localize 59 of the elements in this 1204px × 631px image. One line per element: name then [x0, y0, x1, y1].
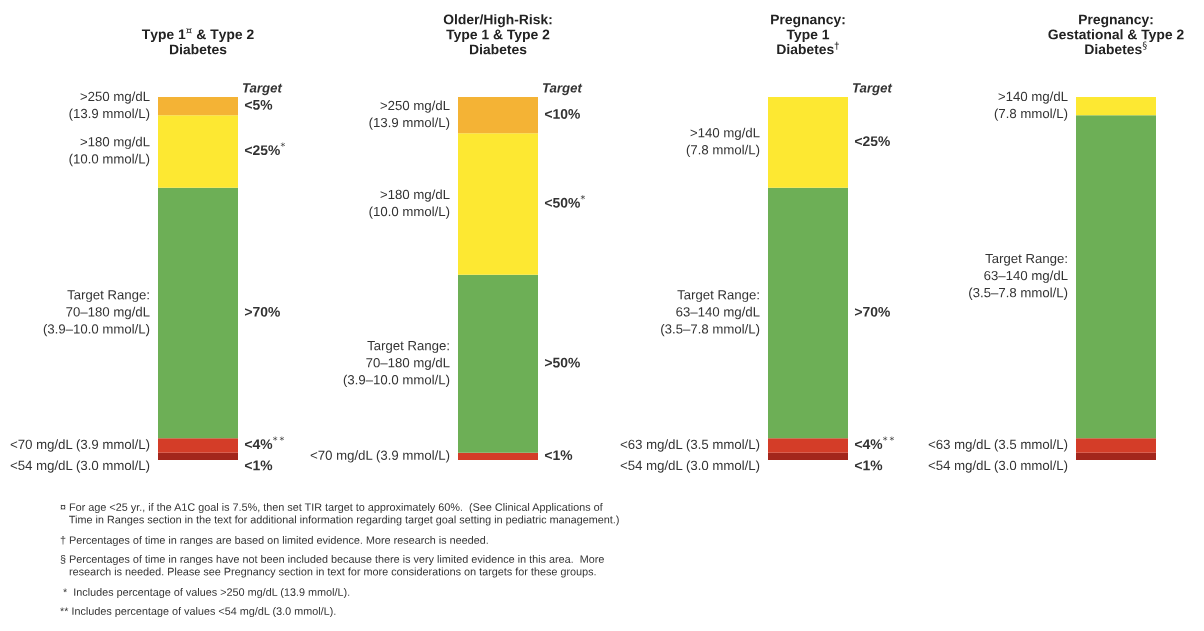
bar [158, 97, 238, 116]
text: >50% [544, 357, 580, 368]
series-label: <54 mg/dL (3.0 mmol/L) [10, 460, 150, 473]
text: <4%$^{**}$ [244, 436, 285, 450]
text: <1% [544, 450, 573, 461]
chart-title: Type 1$^{¤}$ & Type 2 Diabetes [141, 28, 254, 55]
series-label: Target Range: 70–180 mg/dL (3.9–10.0 mmol/L) [343, 341, 450, 388]
text: * Includes percentage of values >250 mg/dL (13.9 mmol/L). [63, 588, 350, 599]
text: <1% [244, 460, 273, 471]
chart-title: Older/High-Risk: Type 1 & Type 2 Diabetes [443, 14, 552, 55]
text: † Percentages of time in ranges are based on limited evidence. More research is needed. [60, 536, 488, 547]
bar [1076, 452, 1156, 460]
text: <1% [854, 460, 883, 471]
series-label: >180 mg/dL (10.0 mmol/L) [69, 136, 150, 167]
series-label: >180 mg/dL (10.0 mmol/L) [369, 189, 450, 219]
series-label: <70 mg/dL (3.9 mmol/L) [310, 450, 450, 463]
text: <25% [854, 136, 890, 147]
series-label: >140 mg/dL (7.8 mmol/L) [686, 127, 760, 158]
series-label: Target Range: 63–140 mg/dL (3.5–7.8 mmol/L) [969, 253, 1068, 300]
series-label: >250 mg/dL (13.9 mmol/L) [69, 91, 150, 121]
bar [768, 452, 848, 460]
bar [158, 438, 238, 453]
series-label: Target Range: 63–140 mg/dL (3.5–7.8 mmol/L) [661, 290, 760, 337]
bar [458, 452, 538, 460]
series-label: <54 mg/dL (3.0 mmol/L) [928, 460, 1068, 473]
text: § Percentages of time in ranges have not been included because there is very limited evidence in this area. More research is needed. Please see Pregnancy section in text for more considerations on targets for these groups. [60, 555, 604, 578]
series-label: >250 mg/dL (13.9 mmol/L) [369, 100, 450, 130]
series-label: Target Range: 70–180 mg/dL (3.9–10.0 mmol/L) [43, 290, 150, 337]
text: Target [242, 83, 283, 96]
chart-title: Pregnancy: Type 1 Diabetes$^{†}$ [771, 14, 845, 55]
text: <10% [544, 109, 580, 119]
series-label: <63 mg/dL (3.5 mmol/L) [620, 439, 760, 452]
bar [158, 115, 238, 188]
series-label: <70 mg/dL (3.9 mmol/L) [10, 439, 150, 452]
text: >70% [244, 306, 280, 317]
text: Target [542, 83, 583, 96]
bar [768, 187, 848, 439]
text: Target [852, 83, 893, 96]
series-label: >140 mg/dL (7.8 mmol/L) [994, 91, 1068, 121]
text: <25%$^{*}$ [244, 142, 286, 156]
bar [458, 274, 538, 453]
text: <5% [244, 100, 273, 110]
bar [768, 97, 848, 188]
text: >70% [854, 306, 890, 317]
text: <4%$^{**}$ [854, 436, 895, 450]
bar [458, 97, 538, 134]
bar [158, 452, 238, 460]
text: ¤ For age <25 yr., if the A1C goal is 7.5%, then set TIR target to approximately 60%. (See Clinical Applications of Time in Ranges section in the text for additional information regarding target goal setting in pediatric management.) [60, 503, 619, 526]
text: ** Includes percentage of values <54 mg/dL (3.0 mmol/L). [60, 607, 336, 618]
chart-title: Pregnancy: Gestational & Type 2 Diabetes$^{§}$ [1048, 14, 1184, 55]
bar [1076, 438, 1156, 453]
bar [1076, 97, 1156, 116]
bar [158, 187, 238, 439]
bar [1076, 115, 1156, 439]
bar [768, 438, 848, 453]
series-label: <54 mg/dL (3.0 mmol/L) [620, 460, 760, 473]
series-label: <63 mg/dL (3.5 mmol/L) [928, 439, 1068, 452]
text: <50%$^{*}$ [544, 195, 586, 208]
bar [458, 133, 538, 275]
